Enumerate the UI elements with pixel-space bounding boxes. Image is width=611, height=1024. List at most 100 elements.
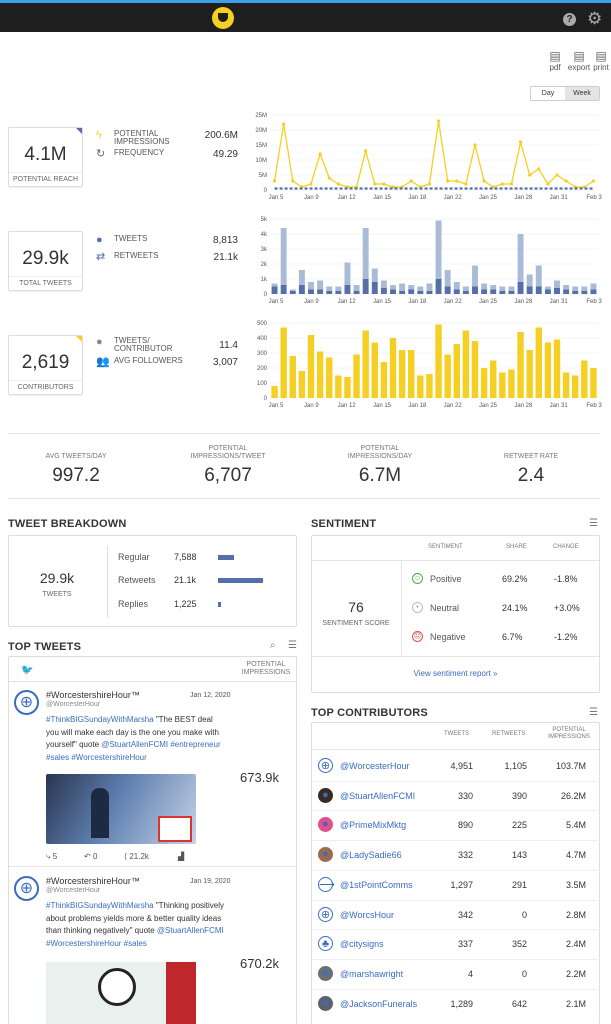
x-tick-label: Feb 3 [586,299,602,305]
data-point [282,122,286,126]
contributor-tweets: 890 [457,820,473,831]
contributor-row[interactable]: ♣ @citysigns 337 352 2.4M [312,929,600,959]
contributor-handle[interactable]: @1stPointComms [340,879,413,890]
bar [408,350,415,398]
contributor-handle[interactable]: @citysigns [340,939,384,950]
divider [312,988,600,990]
divider [312,958,600,960]
bar-tweets [326,291,333,294]
contributor-row[interactable]: ● @PrimeMixMktg 890 225 5.4M [312,810,600,840]
settings-gear-icon[interactable]: ⚙ [587,9,603,28]
contributor-row[interactable]: ● @JacksonFunerals 1,289 642 2.1M [312,988,600,1019]
bar-tweets [399,291,406,294]
contributor-tweets: 332 [457,850,473,861]
menu-icon[interactable]: ☰ [589,707,598,718]
avatar[interactable]: ● [318,965,333,981]
tweet-item[interactable]: ⊕ #WorcestershireHour™ @WorcesterHour Ja… [14,690,294,870]
contributor-handle[interactable]: @JacksonFunerals [340,998,418,1009]
toggle-week[interactable]: Week [565,87,599,100]
day-week-toggle[interactable]: Day Week [530,86,600,101]
menu-icon[interactable]: ☰ [288,640,297,651]
avatar[interactable]: ⟶ [318,876,335,892]
bar-tweets [563,289,570,294]
menu-icon[interactable]: ☰ [589,518,598,529]
contributor-handle[interactable]: @LadySadie66 [340,850,402,861]
bar-tweets [535,286,542,294]
smile-icon: ☺ [412,573,423,584]
data-point [455,179,459,183]
print-button[interactable]: ▤ print [590,49,611,73]
bar [353,354,360,398]
tweet-date: Jan 19, 2020 [190,878,231,885]
x-tick-label: Jan 25 [479,195,498,201]
sentiment-row-negative: ☹ Negative 6.7% -1.2% [412,631,578,642]
contributor-row[interactable]: ⊕ @WorcesterHour 4,951 1,105 103.7M [312,751,600,781]
contributor-retweets: 143 [511,850,527,861]
total-tweets-label: TOTAL TWEETS [9,276,82,287]
pdf-button[interactable]: ▤ pdf [542,50,568,73]
export-button[interactable]: ▤ export [566,50,592,73]
avatar[interactable]: ● [318,787,333,803]
tweet-item[interactable]: ⊕ #WorcestershireHour™ @WorcesterHour Ja… [14,876,294,1024]
tweets-label: TWEETS [114,234,148,243]
help-icon[interactable]: ? [563,13,576,26]
stats-icon[interactable]: ▟ [178,852,185,861]
view-sentiment-link[interactable]: View sentiment report » [413,669,498,678]
likes-count[interactable]: ⟨ 21.2k [124,852,149,861]
contributor-handle[interactable]: @WorcesterHour [340,761,410,771]
tweet-text: #ThinkBIGSundayWithMarsha "Thinking posi… [46,901,225,948]
contributor-row[interactable]: ● @StuartAllenFCMI 330 390 26.2M [312,780,600,811]
contributor-handle[interactable]: @StuartAllenFCMI [340,790,416,801]
bar [462,330,470,398]
bar [280,327,287,398]
bar-tweets [444,286,451,294]
bar [398,350,406,398]
y-tick-label: 300 [257,351,268,357]
data-point [291,179,295,183]
contributor-row[interactable]: ⟶ @1stPointComms 1,297 291 3.5M [312,869,600,900]
breakdown-row-retweets: Retweets 21.1k [118,575,278,589]
bar-retweets [535,265,542,287]
contributor-row[interactable]: ● @LadySadie66 332 143 4.7M [312,840,600,870]
search-icon[interactable]: ⌕ [270,640,276,651]
retweet-action[interactable]: ↶ 0 [84,852,98,861]
tweet-author-handle[interactable]: @WorcesterHour [46,701,101,708]
pdf-label: pdf [549,63,561,72]
bar [307,335,315,398]
reply-action[interactable]: ⤷ 5 [46,852,58,861]
avatar[interactable]: ● [318,817,333,833]
avatar[interactable]: ⊕ [14,876,39,901]
contributor-row[interactable]: ● @marshawright 4 0 2.2M [312,958,600,989]
tweet-author-name[interactable]: #WorcestershireHour™ [46,876,140,886]
contributor-tweets: 4,951 [450,761,473,771]
bar-retweets [472,265,478,287]
frown-icon: ☹ [412,631,423,642]
data-point [591,179,596,183]
tweet-metrics: ● TWEETS 8,813 ⇄ RETWEETS 21.1k [96,235,238,267]
breakdown-row-replies: Replies 1,225 [118,599,278,613]
tweet-author-name[interactable]: #WorcestershireHour™ [46,690,140,700]
bar-retweets [289,289,296,291]
toggle-day[interactable]: Day [531,87,565,100]
avatar[interactable]: ⊕ [14,690,39,715]
tweet-image[interactable] [46,962,196,1024]
avatar[interactable]: ♣ [318,936,333,952]
tweet-image[interactable] [46,774,196,844]
contributor-metrics: ● TWEETS/CONTRIBUTOR 11.4 👥 AVG FOLLOWERS 3,… [96,337,238,372]
tweet-author-handle[interactable]: @WorcesterHour [46,887,101,894]
contributor-handle[interactable]: @marshawright [340,968,404,979]
top-bar: ? ⚙ [0,0,611,32]
bar-retweets [481,283,488,290]
bar-retweets [490,285,497,290]
bar-retweets [499,286,506,291]
avatar[interactable]: ● [318,847,333,863]
logo-icon[interactable] [212,7,234,29]
avatar[interactable]: ● [318,995,333,1011]
avatar[interactable]: ⊕ [318,906,333,922]
contributor-row[interactable]: ⊕ @WorcsHour 342 0 2.8M [312,899,600,930]
contributor-handle[interactable]: @PrimeMixMktg [340,820,407,831]
contributor-handle[interactable]: @WorcsHour [340,909,394,920]
avatar[interactable]: ⊕ [318,758,333,773]
bar [562,372,570,398]
print-icon: ▤ [595,49,607,63]
